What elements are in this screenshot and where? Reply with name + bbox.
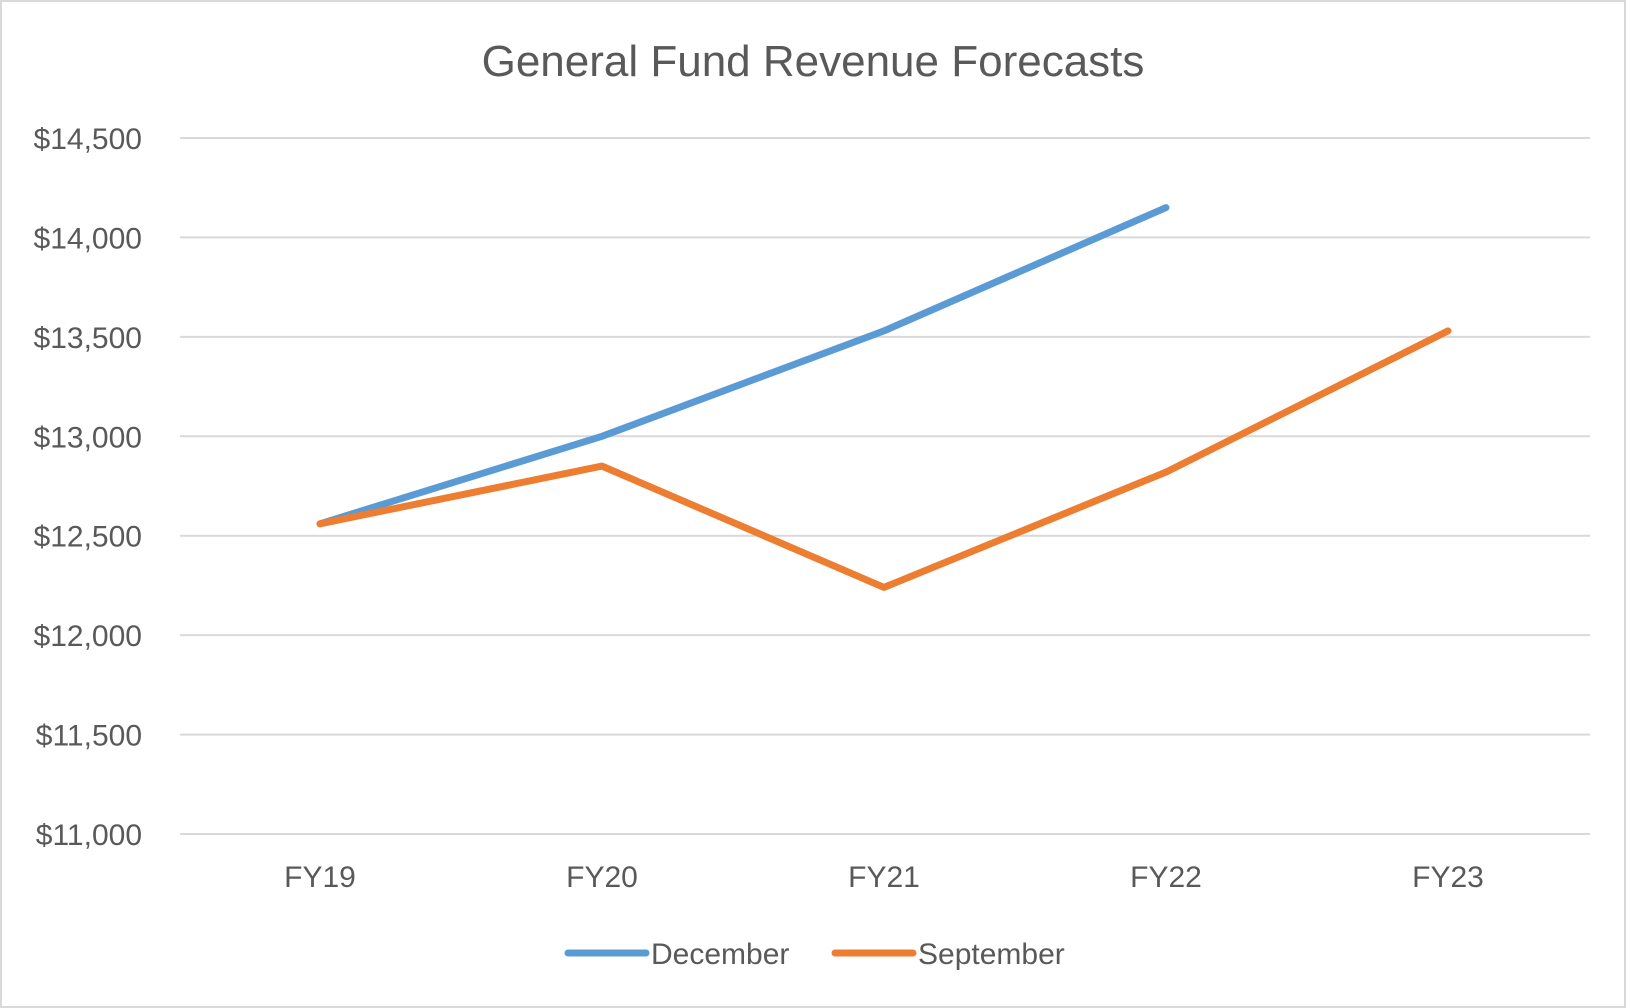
y-tick-label: $13,000 [34, 421, 142, 454]
x-tick-label: FY21 [848, 861, 920, 894]
x-axis-tick-labels: FY19 FY20 FY21 FY22 FY23 [284, 861, 1484, 894]
legend-label-december: December [651, 938, 789, 971]
x-tick-label: FY23 [1412, 861, 1484, 894]
series-lines [316, 204, 1452, 591]
y-tick-label: $14,500 [34, 123, 142, 156]
y-tick-label: $11,000 [36, 819, 142, 852]
y-tick-label: $11,500 [36, 720, 142, 753]
y-axis-tick-labels: $11,000 $11,500 $12,000 $12,500 $13,000 $13,5… [34, 123, 142, 852]
y-tick-label: $14,000 [34, 222, 142, 255]
y-tick-label: $12,500 [34, 521, 142, 554]
x-tick-label: FY22 [1130, 861, 1202, 894]
legend-label-september: September [918, 938, 1065, 971]
series-line-september [316, 327, 1452, 591]
series-line-december [316, 204, 1170, 528]
gridlines [180, 137, 1590, 835]
legend: December September [564, 938, 1065, 971]
y-tick-label: $13,500 [34, 322, 142, 355]
chart-title: General Fund Revenue Forecasts [482, 37, 1145, 86]
y-tick-label: $12,000 [34, 620, 142, 653]
x-tick-label: FY20 [566, 861, 638, 894]
x-tick-label: FY19 [284, 861, 356, 894]
